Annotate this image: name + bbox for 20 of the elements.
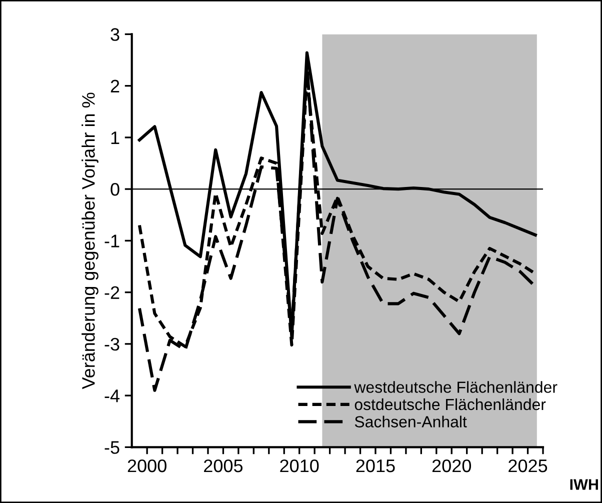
text: IWH — [570, 479, 598, 490]
y-tick-label: -3 — [104, 338, 120, 351]
y-tick-label: -1 — [104, 234, 120, 248]
y-tick-label: 3 — [110, 28, 120, 41]
x-tick-label: 2020 — [432, 459, 472, 472]
x-tick-label: 2015 — [356, 459, 395, 472]
y-tick-label: 0 — [110, 183, 120, 196]
y-axis-title: Veränderung gegenüber Vorjahr in % — [82, 92, 98, 390]
legend-label: Sachsen-Anhalt — [354, 416, 467, 428]
legend-label: ostdeutsche Flächenländer — [354, 398, 546, 410]
y-tick-label: -5 — [104, 441, 120, 454]
x-tick-label: 2000 — [128, 459, 166, 472]
x-tick-label: 2010 — [280, 459, 319, 472]
y-tick-label: 1 — [111, 132, 120, 144]
legend-label: westdeutsche Flächenländer — [354, 381, 558, 393]
y-tick-label: -2 — [104, 286, 120, 299]
x-tick-label: 2025 — [508, 459, 548, 472]
y-tick-label: -4 — [104, 390, 120, 402]
y-tick-label: 2 — [110, 80, 120, 92]
x-tick-label: 2005 — [204, 459, 243, 472]
